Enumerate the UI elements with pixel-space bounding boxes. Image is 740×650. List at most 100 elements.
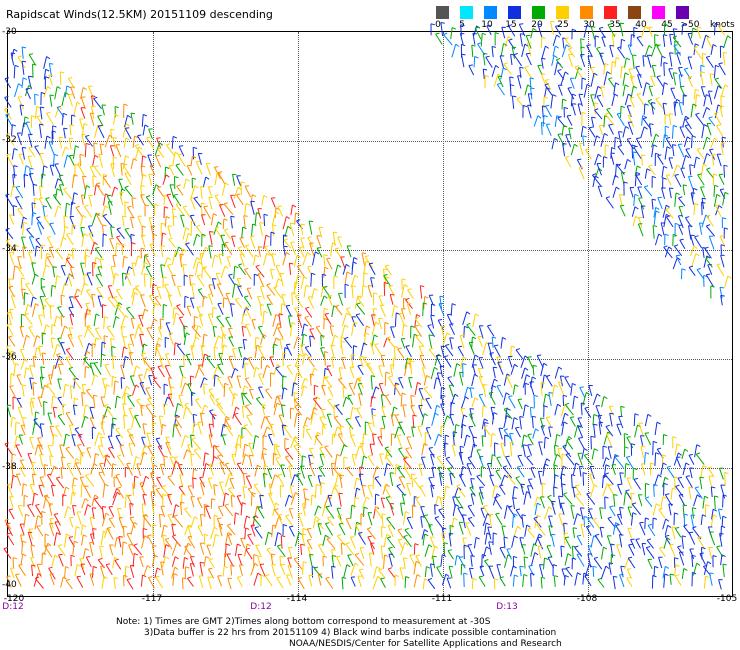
wind-barb-2128 (289, 485, 294, 499)
wind-barb-2262 (184, 508, 192, 518)
wind-barb-149 (713, 65, 716, 79)
wind-barb-flag-86 (693, 46, 698, 49)
wind-barb-222 (80, 96, 86, 110)
wind-barb-853 (705, 258, 713, 268)
wind-barb-flag-339 (643, 126, 648, 130)
wind-barb-569 (15, 197, 23, 210)
wind-barb-flag-943 (21, 288, 26, 291)
wind-barb-flag-2457 (692, 526, 697, 529)
wind-barb-2394 (74, 526, 77, 540)
wind-barb-1618 (595, 405, 602, 419)
wind-barb-flag-118 (706, 55, 711, 58)
wind-barb-1785 (362, 433, 365, 447)
wind-barb-1343 (157, 366, 165, 378)
wind-barb-2104 (51, 485, 54, 497)
wind-barb-868 (141, 262, 145, 276)
wind-barb-flag-901 (34, 273, 39, 277)
wind-barb-1953 (675, 457, 682, 468)
wind-barb-843 (323, 254, 326, 267)
wind-barb-1016 (307, 296, 315, 310)
wind-barb-1560 (17, 407, 23, 419)
wind-barb-1048 (176, 305, 185, 316)
wind-barb-189 (70, 86, 76, 99)
wind-barb-821 (99, 258, 103, 270)
wind-barb-flag-2442 (548, 525, 553, 527)
wind-barb-flag-17 (599, 26, 604, 29)
wind-barb-2240 (693, 494, 698, 507)
wind-barb-flag-2346 (315, 516, 320, 520)
wind-barb-822 (112, 255, 116, 267)
wind-barb-883 (288, 263, 292, 275)
wind-barb-410 (633, 146, 642, 159)
wind-barb-1642 (223, 416, 227, 428)
wind-barb-343 (679, 126, 686, 139)
wind-barb-1146 (241, 326, 245, 337)
wind-barb-flag-1302 (299, 353, 304, 357)
wind-barb-1532 (342, 397, 347, 407)
wind-barb-1616 (580, 402, 583, 416)
wind-barb-2043 (156, 477, 164, 489)
wind-barb-1406 (236, 375, 242, 389)
wind-barb-flag-2022 (666, 465, 671, 468)
wind-barb-flag-1460 (208, 388, 213, 391)
wind-barb-1495 (557, 381, 565, 395)
wind-barb-355 (81, 134, 86, 146)
wind-barb-flag-1168 (464, 325, 469, 329)
wind-barb-flag-1172 (8, 335, 13, 338)
wind-barb-150 (718, 63, 726, 76)
wind-barb-2335 (200, 514, 203, 527)
wind-barb-227 (527, 93, 532, 107)
wind-barb-flag-2435 (485, 522, 490, 526)
wind-barb-1826 (97, 445, 105, 459)
wind-barb-flag-2240 (696, 494, 701, 498)
wind-barb-flag-1504 (57, 396, 62, 399)
wind-barb-538 (93, 184, 97, 196)
wind-barb-flag-2193 (225, 492, 230, 496)
wind-barb-1178 (67, 334, 75, 348)
wind-barb-flag-1153 (309, 328, 314, 330)
wind-barb-928 (300, 276, 305, 290)
wind-barb-flag-268 (606, 107, 611, 110)
wind-barb-1502 (37, 397, 43, 408)
wind-barb-1218 (471, 337, 473, 350)
wind-barb-1549 (508, 396, 516, 409)
wind-barb-flag-1612 (543, 405, 548, 408)
wind-barb-flag-1175 (41, 332, 47, 335)
wind-barb-flag-2420 (325, 522, 330, 525)
wind-barb-2462 (27, 532, 33, 546)
wind-barb-1460 (208, 389, 215, 399)
wind-barb-flag-1582 (242, 405, 247, 408)
wind-barb-flag-1626 (57, 414, 63, 417)
wind-barb-flag-241 (676, 98, 681, 102)
wind-barb-flag-937 (383, 274, 388, 276)
wind-barb-2428 (404, 529, 412, 539)
wind-barb-flag-1382 (558, 366, 563, 370)
wind-barb-flag-87 (712, 43, 717, 47)
wind-barb-flag-1164 (414, 324, 419, 327)
wind-barb-404 (579, 143, 584, 156)
wind-barb-flag-41 (556, 34, 560, 38)
wind-barb-flag-1379 (524, 367, 529, 371)
wind-barb-flag-981 (404, 284, 409, 288)
wind-barb-flag-1027 (424, 296, 429, 299)
wind-barb-155 (48, 75, 53, 86)
wind-barb-flag-2085 (582, 472, 588, 475)
wind-barb-flag-1804 (556, 433, 561, 437)
wind-barb-643 (693, 203, 696, 216)
legend-swatch-1 (460, 6, 473, 19)
wind-barb-flag-650 (36, 216, 41, 219)
wind-barb-2099 (724, 472, 726, 486)
wind-barb-1527 (293, 392, 296, 406)
wind-barb-flag-308 (669, 113, 674, 115)
wind-barb-2045 (179, 474, 184, 488)
wind-barb-flag-2465 (66, 533, 71, 537)
wind-barb-757 (300, 237, 305, 249)
wind-barb-flag-1247 (258, 346, 263, 348)
wind-barb-500 (92, 175, 94, 188)
wind-barb-982 (407, 289, 415, 300)
wind-barb-320 (69, 124, 72, 136)
wind-barb-flag-997 (113, 295, 118, 298)
wind-barb-398 (157, 148, 165, 158)
wind-barb-flag-2074 (470, 478, 475, 480)
wind-barb-flag-1534 (358, 393, 363, 395)
